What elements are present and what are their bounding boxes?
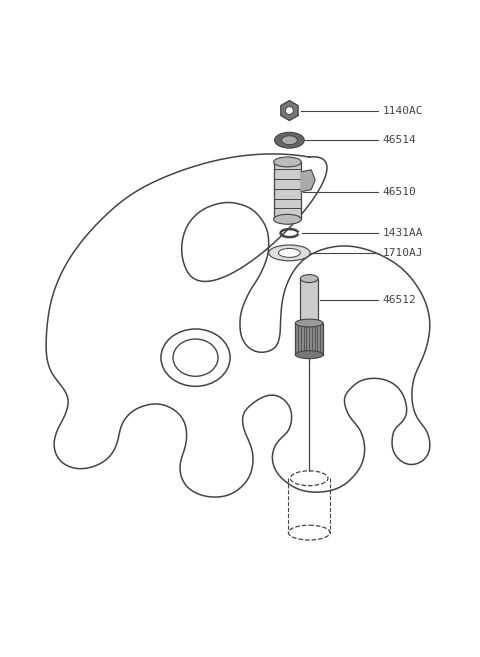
Text: 1710AJ: 1710AJ (383, 248, 423, 258)
Ellipse shape (274, 214, 301, 224)
Text: 46512: 46512 (383, 296, 416, 306)
Bar (295, 323, 323, 355)
Ellipse shape (295, 351, 323, 359)
Ellipse shape (281, 136, 297, 145)
Ellipse shape (269, 245, 310, 261)
Bar (300, 279, 318, 345)
Circle shape (286, 106, 293, 114)
Ellipse shape (274, 157, 301, 167)
Polygon shape (301, 170, 315, 192)
Text: 1431AA: 1431AA (383, 228, 423, 238)
Ellipse shape (275, 132, 304, 148)
Text: 46510: 46510 (383, 187, 416, 196)
Text: 1140AC: 1140AC (383, 106, 423, 116)
Polygon shape (281, 101, 298, 120)
Text: 46514: 46514 (383, 135, 416, 145)
Bar (274, 162, 301, 219)
Ellipse shape (300, 275, 318, 283)
Ellipse shape (278, 248, 300, 258)
Ellipse shape (295, 319, 323, 327)
